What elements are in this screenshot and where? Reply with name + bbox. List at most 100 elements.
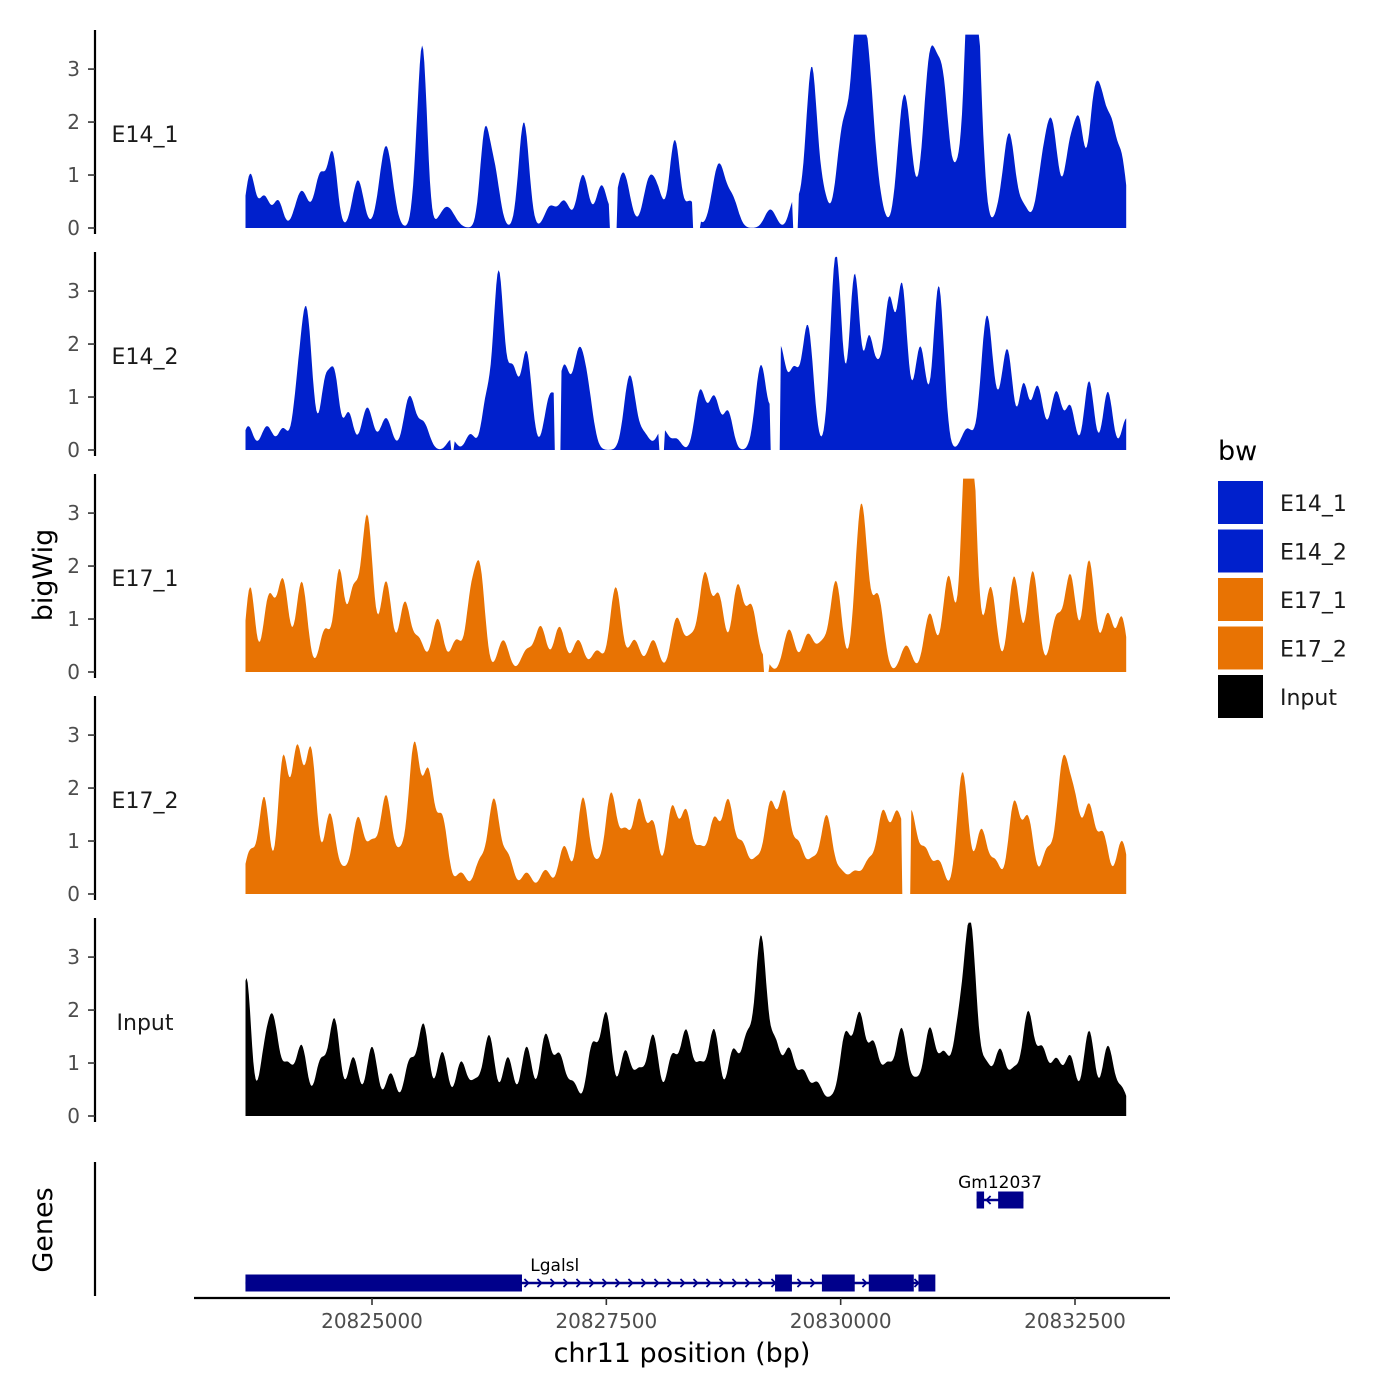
track-e14-2: 0 1 2 3 E14_2 xyxy=(67,252,1127,462)
strand-arrow xyxy=(614,1278,621,1288)
y-tick-label: 3 xyxy=(67,279,80,303)
track-label: E14_2 xyxy=(112,345,179,370)
strand-arrow xyxy=(757,1278,764,1288)
legend-label: E14_1 xyxy=(1280,492,1347,517)
y-tick-label: 3 xyxy=(67,57,80,81)
coverage-area-input xyxy=(245,922,1127,1116)
bigwig-tracks: 0 1 2 3 E14_1 0 1 2 3 E14_2 0 1 2 3 E17_1 0 1 2 3 E17_2 0 1 2 3… xyxy=(67,30,1127,1128)
y-tick-label: 0 xyxy=(67,660,80,684)
strand-arrow xyxy=(627,1278,634,1288)
coverage-area-e17-2 xyxy=(245,741,1127,894)
track-label: E17_1 xyxy=(112,567,179,592)
y-tick-label: 1 xyxy=(67,1051,80,1075)
legend-item-e14-2: E14_2 xyxy=(1218,529,1347,573)
legend-label: E17_2 xyxy=(1280,638,1347,663)
strand-arrow xyxy=(523,1278,530,1288)
coverage-area-e17-1 xyxy=(245,478,1127,672)
legend-item-e14-1: E14_1 xyxy=(1218,481,1347,524)
track-label: E14_1 xyxy=(112,123,179,148)
genes-axis-title: Genes xyxy=(28,1187,59,1272)
gene-exon xyxy=(998,1191,1024,1209)
y-axis-title: bigWig xyxy=(28,529,59,622)
y-tick-label: 1 xyxy=(67,385,80,409)
strand-arrow xyxy=(731,1278,738,1288)
y-tick-label: 0 xyxy=(67,882,80,906)
legend-title: bw xyxy=(1218,436,1257,467)
strand-arrow xyxy=(653,1278,660,1288)
gene-exon xyxy=(918,1274,936,1292)
track-e17-2: 0 1 2 3 E17_2 xyxy=(67,696,1127,906)
legend-swatch xyxy=(1218,481,1263,524)
coverage-area-e14-1 xyxy=(245,34,1127,228)
strand-arrow xyxy=(913,1278,920,1288)
legend-label: E14_2 xyxy=(1280,541,1347,566)
legend-swatch xyxy=(1218,529,1263,573)
legend-items: E14_1 E14_2 E17_1 E17_2 Input xyxy=(1218,481,1347,718)
strand-arrow xyxy=(536,1278,543,1288)
y-tick-label: 2 xyxy=(67,998,80,1022)
legend-item-input: Input xyxy=(1218,675,1337,718)
y-tick-label: 1 xyxy=(67,607,80,631)
genes-panel: Genes Lgalsl Gm12037 xyxy=(28,1162,1042,1296)
track-label: E17_2 xyxy=(112,789,179,814)
x-tick-label: 20830000 xyxy=(790,1309,892,1333)
strand-arrow xyxy=(549,1278,556,1288)
strand-arrow xyxy=(679,1278,686,1288)
legend-item-e17-1: E17_1 xyxy=(1218,578,1347,621)
strand-arrow xyxy=(640,1278,647,1288)
track-e14-1: 0 1 2 3 E14_1 xyxy=(67,30,1127,240)
strand-arrow xyxy=(861,1278,868,1288)
track-input: 0 1 2 3 Input xyxy=(67,918,1127,1128)
gene-exon xyxy=(976,1191,985,1209)
y-tick-label: 2 xyxy=(67,554,80,578)
y-tick-label: 3 xyxy=(67,723,80,747)
gene-exon xyxy=(245,1274,522,1292)
legend-swatch xyxy=(1218,675,1263,718)
strand-arrow xyxy=(588,1278,595,1288)
strand-arrow xyxy=(575,1278,582,1288)
strand-arrow xyxy=(796,1278,803,1288)
y-tick-label: 0 xyxy=(67,1104,80,1128)
strand-arrow xyxy=(809,1278,816,1288)
gene-label: Lgalsl xyxy=(530,1256,579,1276)
y-tick-label: 2 xyxy=(67,332,80,356)
strand-arrow xyxy=(718,1278,725,1288)
y-tick-label: 0 xyxy=(67,438,80,462)
y-tick-label: 1 xyxy=(67,163,80,187)
strand-arrow xyxy=(744,1278,751,1288)
legend-swatch xyxy=(1218,626,1263,670)
strand-arrow xyxy=(705,1278,712,1288)
legend-swatch xyxy=(1218,578,1263,621)
y-tick-label: 2 xyxy=(67,776,80,800)
gene-exon xyxy=(775,1274,792,1292)
gene-gm12037: Gm12037 xyxy=(958,1173,1042,1209)
track-label: Input xyxy=(117,1011,174,1036)
strand-arrow xyxy=(562,1278,569,1288)
coverage-area-e14-2 xyxy=(245,256,1127,450)
y-tick-label: 3 xyxy=(67,945,80,969)
x-tick-label: 20825000 xyxy=(321,1309,423,1333)
y-tick-label: 3 xyxy=(67,501,80,525)
gene-exon xyxy=(821,1274,855,1292)
legend: bw E14_1 E14_2 E17_1 E17_2 Input xyxy=(1218,436,1347,718)
strand-arrow xyxy=(601,1278,608,1288)
x-axis-title: chr11 position (bp) xyxy=(554,1338,811,1369)
legend-label: Input xyxy=(1280,686,1337,711)
gene-models: Lgalsl Gm12037 xyxy=(245,1173,1042,1292)
x-tick-label: 20827500 xyxy=(555,1309,657,1333)
strand-arrow xyxy=(692,1278,699,1288)
track-e17-1: 0 1 2 3 E17_1 xyxy=(67,474,1127,684)
y-tick-label: 2 xyxy=(67,110,80,134)
x-tick-label: 20832500 xyxy=(1024,1309,1126,1333)
x-axis: 20825000 20827500 20830000 20832500 chr11 p… xyxy=(194,1296,1170,1369)
legend-item-e17-2: E17_2 xyxy=(1218,626,1347,670)
gene-lgalsl: Lgalsl xyxy=(245,1256,936,1292)
gene-label: Gm12037 xyxy=(958,1173,1042,1193)
strand-arrow xyxy=(666,1278,673,1288)
legend-label: E17_1 xyxy=(1280,589,1347,614)
y-tick-label: 1 xyxy=(67,829,80,853)
gene-exon xyxy=(868,1274,914,1292)
y-tick-label: 0 xyxy=(67,216,80,240)
strand-arrow xyxy=(985,1195,992,1205)
